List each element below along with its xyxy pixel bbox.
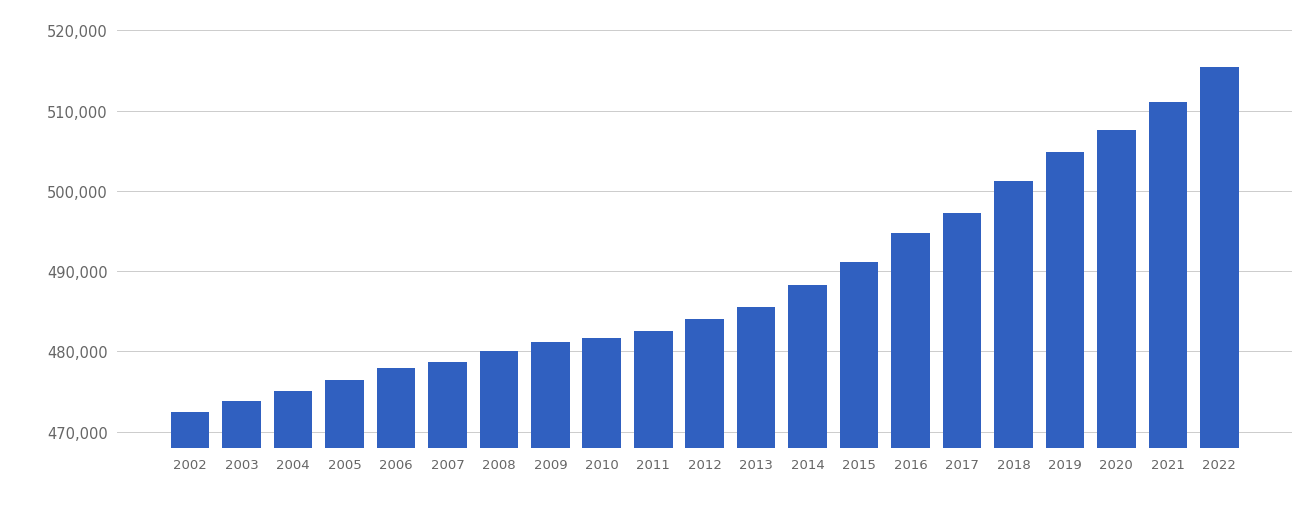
Bar [274, 391, 312, 509]
Bar [428, 362, 467, 509]
Bar [840, 262, 878, 509]
Bar [788, 285, 827, 509]
Bar [1098, 131, 1135, 509]
Bar [531, 342, 569, 509]
Bar [634, 332, 672, 509]
Bar [891, 234, 930, 509]
Bar [1045, 152, 1084, 509]
Bar [222, 402, 261, 509]
Bar [479, 352, 518, 509]
Bar [994, 182, 1032, 509]
Bar [1148, 103, 1188, 509]
Bar [325, 380, 364, 509]
Bar [685, 320, 724, 509]
Bar [582, 338, 621, 509]
Bar [737, 308, 775, 509]
Bar [1201, 68, 1238, 509]
Bar [942, 214, 981, 509]
Bar [171, 412, 209, 509]
Bar [377, 369, 415, 509]
